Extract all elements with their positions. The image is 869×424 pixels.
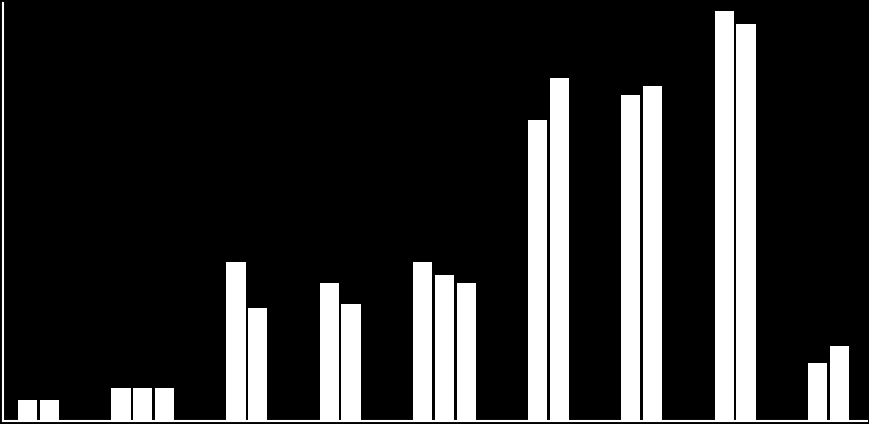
Bar xyxy=(434,275,454,421)
Bar xyxy=(133,388,152,421)
Bar xyxy=(155,388,174,421)
Bar xyxy=(341,304,361,421)
Bar xyxy=(713,11,733,421)
Bar xyxy=(735,24,754,421)
Bar xyxy=(226,262,245,421)
Bar xyxy=(413,262,432,421)
Bar xyxy=(111,388,130,421)
Bar xyxy=(807,363,826,421)
Bar xyxy=(319,283,338,421)
Bar xyxy=(620,95,640,421)
Bar xyxy=(456,283,475,421)
Bar xyxy=(829,346,848,421)
Bar xyxy=(248,308,267,421)
Bar xyxy=(40,400,59,421)
Bar xyxy=(549,78,568,421)
Bar xyxy=(18,400,37,421)
Bar xyxy=(642,86,661,421)
Bar xyxy=(527,120,547,421)
